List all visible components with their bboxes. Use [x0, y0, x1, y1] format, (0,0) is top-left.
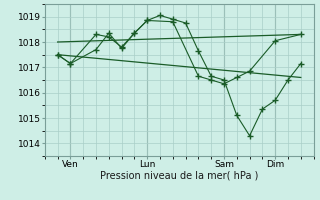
X-axis label: Pression niveau de la mer( hPa ): Pression niveau de la mer( hPa )	[100, 171, 258, 181]
